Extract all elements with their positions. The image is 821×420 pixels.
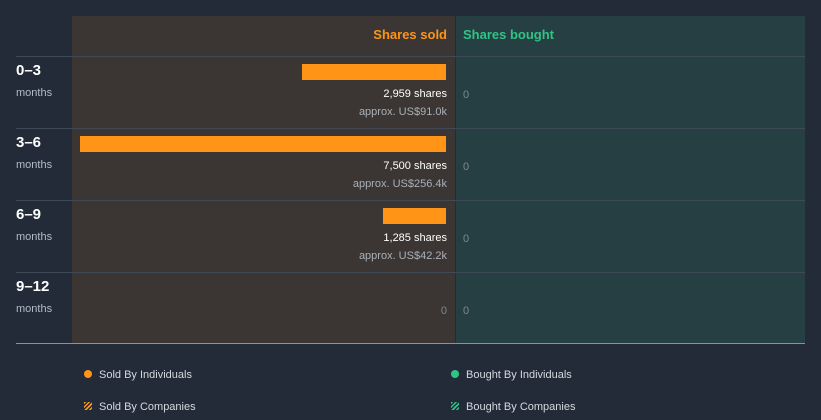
period-sublabel: months <box>16 303 53 315</box>
orange-dot-icon <box>84 370 92 379</box>
bought-value: 0 <box>463 305 470 317</box>
row-separator <box>16 200 805 201</box>
period-sublabel: months <box>16 87 53 99</box>
shares-sold-header: Shares sold <box>373 27 447 42</box>
legend-bought-by-companies[interactable]: Bought By Companies <box>451 401 575 413</box>
sold-value-label: approx. US$91.0k <box>358 106 447 118</box>
legend-label: Bought By Companies <box>466 401 576 413</box>
bought-value: 0 <box>463 233 470 245</box>
legend-sold-by-individuals[interactable]: Sold By Individuals <box>84 369 192 381</box>
legend-label: Sold By Individuals <box>99 369 192 381</box>
sold-shares-label: 2,959 shares <box>383 88 447 100</box>
period-label: 9–12 <box>16 278 50 295</box>
period-sublabel: months <box>16 231 53 243</box>
row-separator <box>16 56 805 57</box>
axis-baseline <box>16 343 805 344</box>
green-hatch-icon <box>451 402 459 411</box>
legend-label: Sold By Companies <box>99 401 196 413</box>
shares-bought-header: Shares bought <box>463 27 555 42</box>
legend-label: Bought By Individuals <box>466 369 572 381</box>
row-separator <box>16 128 805 129</box>
sold-bar <box>302 64 446 80</box>
green-dot-icon <box>451 370 459 379</box>
sold-bar <box>80 136 446 152</box>
row-separator <box>16 272 805 273</box>
sold-bar <box>383 208 446 224</box>
sold-shares-label: 7,500 shares <box>383 160 447 172</box>
period-label: 6–9 <box>16 206 42 223</box>
sold-value-label: approx. US$42.2k <box>358 250 447 262</box>
sold-value: 0 <box>440 305 447 317</box>
legend-bought-by-individuals[interactable]: Bought By Individuals <box>451 369 572 381</box>
bought-value: 0 <box>463 161 470 173</box>
orange-hatch-icon <box>84 402 92 411</box>
sold-value-label: approx. US$256.4k <box>352 178 447 190</box>
legend-sold-by-companies[interactable]: Sold By Companies <box>84 401 196 413</box>
period-sublabel: months <box>16 159 53 171</box>
bought-value: 0 <box>463 89 470 101</box>
shares-bought-panel <box>456 16 805 343</box>
period-label: 3–6 <box>16 134 42 151</box>
period-label: 0–3 <box>16 62 42 79</box>
sold-shares-label: 1,285 shares <box>383 232 447 244</box>
